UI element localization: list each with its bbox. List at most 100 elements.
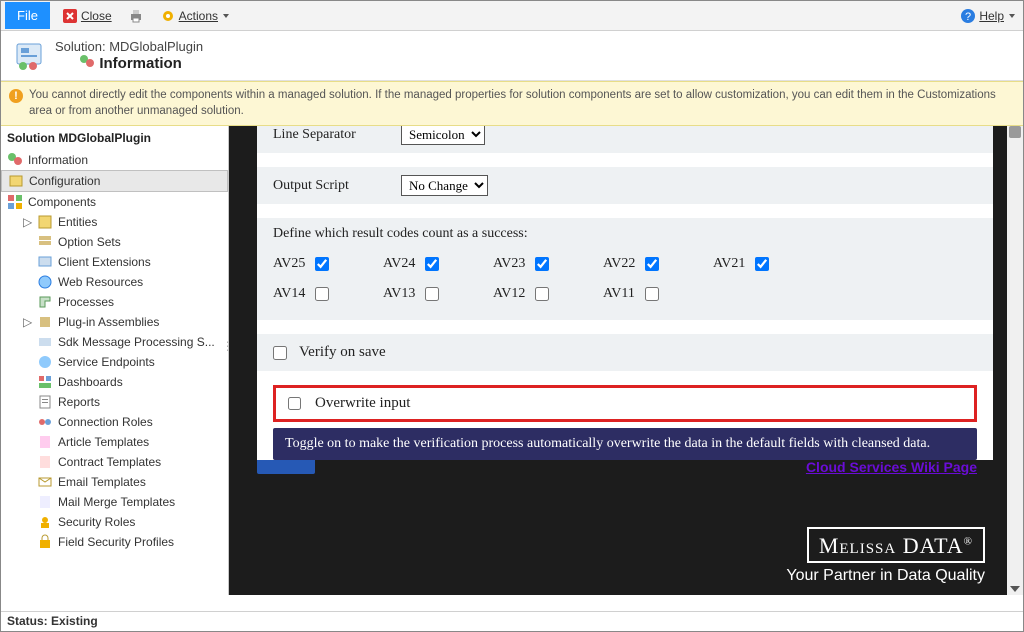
result-code-AV22: AV22 <box>603 256 713 272</box>
sidebar-item-entities[interactable]: ▷ Entities <box>1 212 228 232</box>
sidebar-item-option-sets[interactable]: Option Sets <box>1 232 228 252</box>
result-code-checkbox[interactable] <box>645 287 659 301</box>
sidebar-resize-grip[interactable]: ⋮ <box>222 344 228 362</box>
sidebar-item-connection-roles[interactable]: Connection Roles <box>1 412 228 432</box>
chevron-down-icon <box>223 14 229 18</box>
sidebar-item-security-roles[interactable]: Security Roles <box>1 512 228 532</box>
print-button[interactable] <box>124 6 148 26</box>
info-icon <box>7 152 23 168</box>
sidebar-item-service-endpoints[interactable]: Service Endpoints <box>1 352 228 372</box>
security-icon <box>37 514 53 530</box>
result-code-label: AV14 <box>273 286 305 302</box>
result-code-AV23: AV23 <box>493 256 603 272</box>
sidebar-item-reports[interactable]: Reports <box>1 392 228 412</box>
print-icon <box>128 8 144 24</box>
sidebar-item-sdk-msg[interactable]: Sdk Message Processing S... <box>1 332 228 352</box>
result-code-checkbox[interactable] <box>535 257 549 271</box>
scrollbar[interactable] <box>1007 126 1023 595</box>
result-code-AV13: AV13 <box>383 286 493 302</box>
actions-label: Actions <box>179 9 218 23</box>
sidebar-item-contract-templates[interactable]: Contract Templates <box>1 452 228 472</box>
line-separator-select[interactable]: Semicolon <box>401 126 485 145</box>
scroll-thumb[interactable] <box>1009 126 1021 138</box>
overwrite-highlight: Overwrite input <box>273 385 977 422</box>
verify-on-save-label: Verify on save <box>299 344 386 361</box>
file-menu[interactable]: File <box>5 2 50 29</box>
svg-text:?: ? <box>965 11 971 23</box>
chevron-down-icon <box>1009 14 1015 18</box>
actions-menu[interactable]: Actions <box>156 6 233 26</box>
output-script-select[interactable]: No Change <box>401 175 488 196</box>
overwrite-input-checkbox[interactable] <box>288 397 301 410</box>
header-title: Information <box>99 55 182 72</box>
sdk-icon <box>37 334 53 350</box>
config-icon <box>8 173 24 189</box>
header-subtitle: Solution: MDGlobalPlugin <box>55 39 203 54</box>
brand-reg: ® <box>964 536 973 548</box>
optionset-icon <box>37 234 53 250</box>
expand-icon[interactable]: ▷ <box>23 315 32 329</box>
close-button[interactable]: Close <box>58 6 116 26</box>
result-code-checkbox[interactable] <box>425 257 439 271</box>
help-menu[interactable]: ? Help <box>956 6 1019 26</box>
content-area: Line Separator Semicolon Output Script N… <box>229 126 1023 595</box>
result-code-label: AV12 <box>493 286 525 302</box>
sidebar-title: Solution MDGlobalPlugin <box>1 126 228 150</box>
gear-icon <box>160 8 176 24</box>
result-code-AV25: AV25 <box>273 256 383 272</box>
help-icon: ? <box>960 8 976 24</box>
result-code-label: AV25 <box>273 256 305 272</box>
result-code-checkbox[interactable] <box>315 257 329 271</box>
brand-tagline: Your Partner in Data Quality <box>786 567 985 585</box>
verify-on-save-checkbox[interactable] <box>273 346 287 360</box>
sidebar: Solution MDGlobalPlugin Information Conf… <box>1 126 229 595</box>
result-code-AV12: AV12 <box>493 286 603 302</box>
warning-icon: ! <box>9 89 23 103</box>
scroll-down-icon[interactable] <box>1010 586 1020 592</box>
result-code-label: AV13 <box>383 286 415 302</box>
sidebar-item-mail-merge[interactable]: Mail Merge Templates <box>1 492 228 512</box>
mailmerge-icon <box>37 494 53 510</box>
result-code-AV21: AV21 <box>713 256 823 272</box>
result-code-AV14: AV14 <box>273 286 383 302</box>
sidebar-item-dashboards[interactable]: Dashboards <box>1 372 228 392</box>
dashboard-icon <box>37 374 53 390</box>
close-icon <box>62 8 78 24</box>
status-bar: Status: Existing <box>1 611 1023 631</box>
wiki-link[interactable]: Cloud Services Wiki Page <box>806 459 977 475</box>
entity-icon <box>37 214 53 230</box>
client-ext-icon <box>37 254 53 270</box>
sidebar-item-email-templates[interactable]: Email Templates <box>1 472 228 492</box>
sidebar-item-information[interactable]: Information <box>1 150 228 170</box>
result-code-AV11: AV11 <box>603 286 713 302</box>
plugin-icon <box>37 314 53 330</box>
brand-word-1: Melissa <box>819 533 896 558</box>
process-icon <box>37 294 53 310</box>
result-code-checkbox[interactable] <box>645 257 659 271</box>
overwrite-tooltip: Toggle on to make the verification proce… <box>273 428 977 460</box>
result-code-checkbox[interactable] <box>315 287 329 301</box>
sidebar-item-configuration[interactable]: Configuration <box>1 170 228 192</box>
web-icon <box>37 274 53 290</box>
sidebar-item-plugin-assemblies[interactable]: ▷ Plug-in Assemblies <box>1 312 228 332</box>
article-icon <box>37 434 53 450</box>
result-code-checkbox[interactable] <box>425 287 439 301</box>
warning-banner: ! You cannot directly edit the component… <box>1 81 1023 126</box>
expand-icon[interactable]: ▷ <box>23 215 32 229</box>
sidebar-item-web-resources[interactable]: Web Resources <box>1 272 228 292</box>
sidebar-item-field-security[interactable]: Field Security Profiles <box>1 532 228 552</box>
codes-prompt: Define which result codes count as a suc… <box>273 226 977 242</box>
sidebar-item-components[interactable]: Components <box>1 192 228 212</box>
endpoint-icon <box>37 354 53 370</box>
result-code-AV24: AV24 <box>383 256 493 272</box>
sidebar-item-article-templates[interactable]: Article Templates <box>1 432 228 452</box>
result-code-checkbox[interactable] <box>755 257 769 271</box>
result-code-checkbox[interactable] <box>535 287 549 301</box>
sidebar-item-processes[interactable]: Processes <box>1 292 228 312</box>
sidebar-item-client-ext[interactable]: Client Extensions <box>1 252 228 272</box>
output-script-label: Output Script <box>273 178 383 194</box>
solution-icon <box>13 40 45 72</box>
brand-word-2: DATA <box>903 533 964 558</box>
result-code-label: AV11 <box>603 286 635 302</box>
components-icon <box>7 194 23 210</box>
